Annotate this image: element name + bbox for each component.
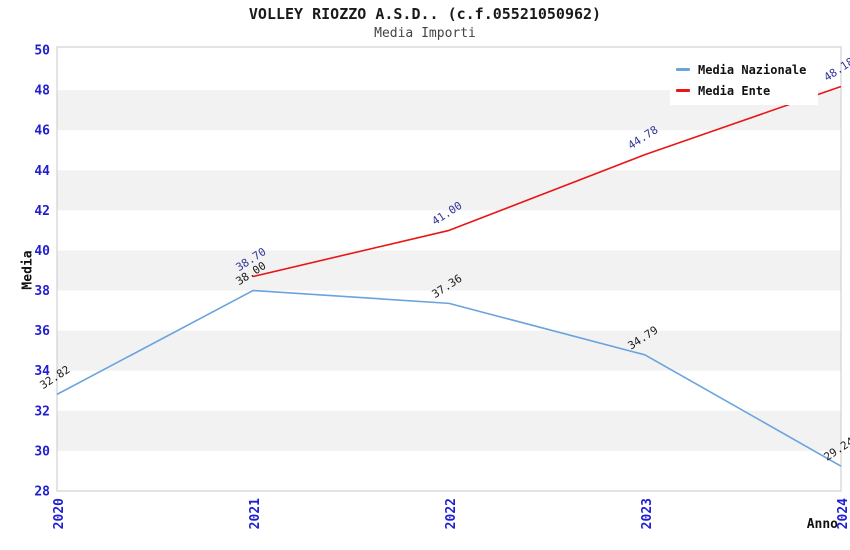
legend-swatch-media-ente-icon bbox=[676, 89, 690, 92]
y-tick-label: 30 bbox=[34, 444, 50, 459]
legend-item-media-nazionale: Media Nazionale bbox=[676, 59, 818, 80]
plot-border bbox=[56, 46, 842, 492]
y-tick-label: 34 bbox=[34, 364, 50, 379]
plot-band bbox=[57, 410, 841, 451]
legend-swatch-media-nazionale-icon bbox=[676, 68, 690, 71]
y-tick-label: 42 bbox=[34, 204, 50, 219]
y-tick-label: 38 bbox=[34, 284, 50, 299]
y-tick-label: 40 bbox=[34, 244, 50, 259]
y-tick-label: 46 bbox=[34, 124, 50, 139]
y-tick-label: 48 bbox=[34, 84, 50, 99]
chart-subtitle: Media Importi bbox=[374, 26, 476, 41]
x-tick-label: 2022 bbox=[444, 498, 459, 529]
x-tick-label: 2023 bbox=[640, 498, 655, 529]
legend-item-media-ente: Media Ente bbox=[676, 80, 818, 101]
y-tick-label: 50 bbox=[34, 44, 50, 59]
y-tick-label: 28 bbox=[34, 485, 50, 500]
chart-title: VOLLEY RIOZZO A.S.D.. (c.f.05521050962) bbox=[248, 5, 602, 23]
x-tick-label: 2020 bbox=[52, 498, 67, 529]
x-tick-label: 2021 bbox=[248, 498, 263, 529]
y-tick-label: 36 bbox=[34, 324, 50, 339]
y-tick-label: 44 bbox=[34, 164, 50, 179]
legend-label-media-ente: Media Ente bbox=[698, 83, 771, 98]
plot-band bbox=[57, 170, 841, 211]
plot-band bbox=[57, 330, 841, 371]
series-line-media-nazionale bbox=[56, 289, 842, 467]
x-tick-label: 2024 bbox=[836, 498, 850, 529]
legend: Media Nazionale Media Ente bbox=[670, 55, 818, 105]
series-line-media-ente bbox=[252, 85, 842, 278]
data-label: 48.18 bbox=[822, 55, 850, 84]
legend-label-media-nazionale: Media Nazionale bbox=[698, 62, 807, 77]
y-tick-label: 32 bbox=[34, 404, 50, 419]
x-axis-title: Anno bbox=[806, 517, 838, 532]
plot-band bbox=[57, 250, 841, 291]
